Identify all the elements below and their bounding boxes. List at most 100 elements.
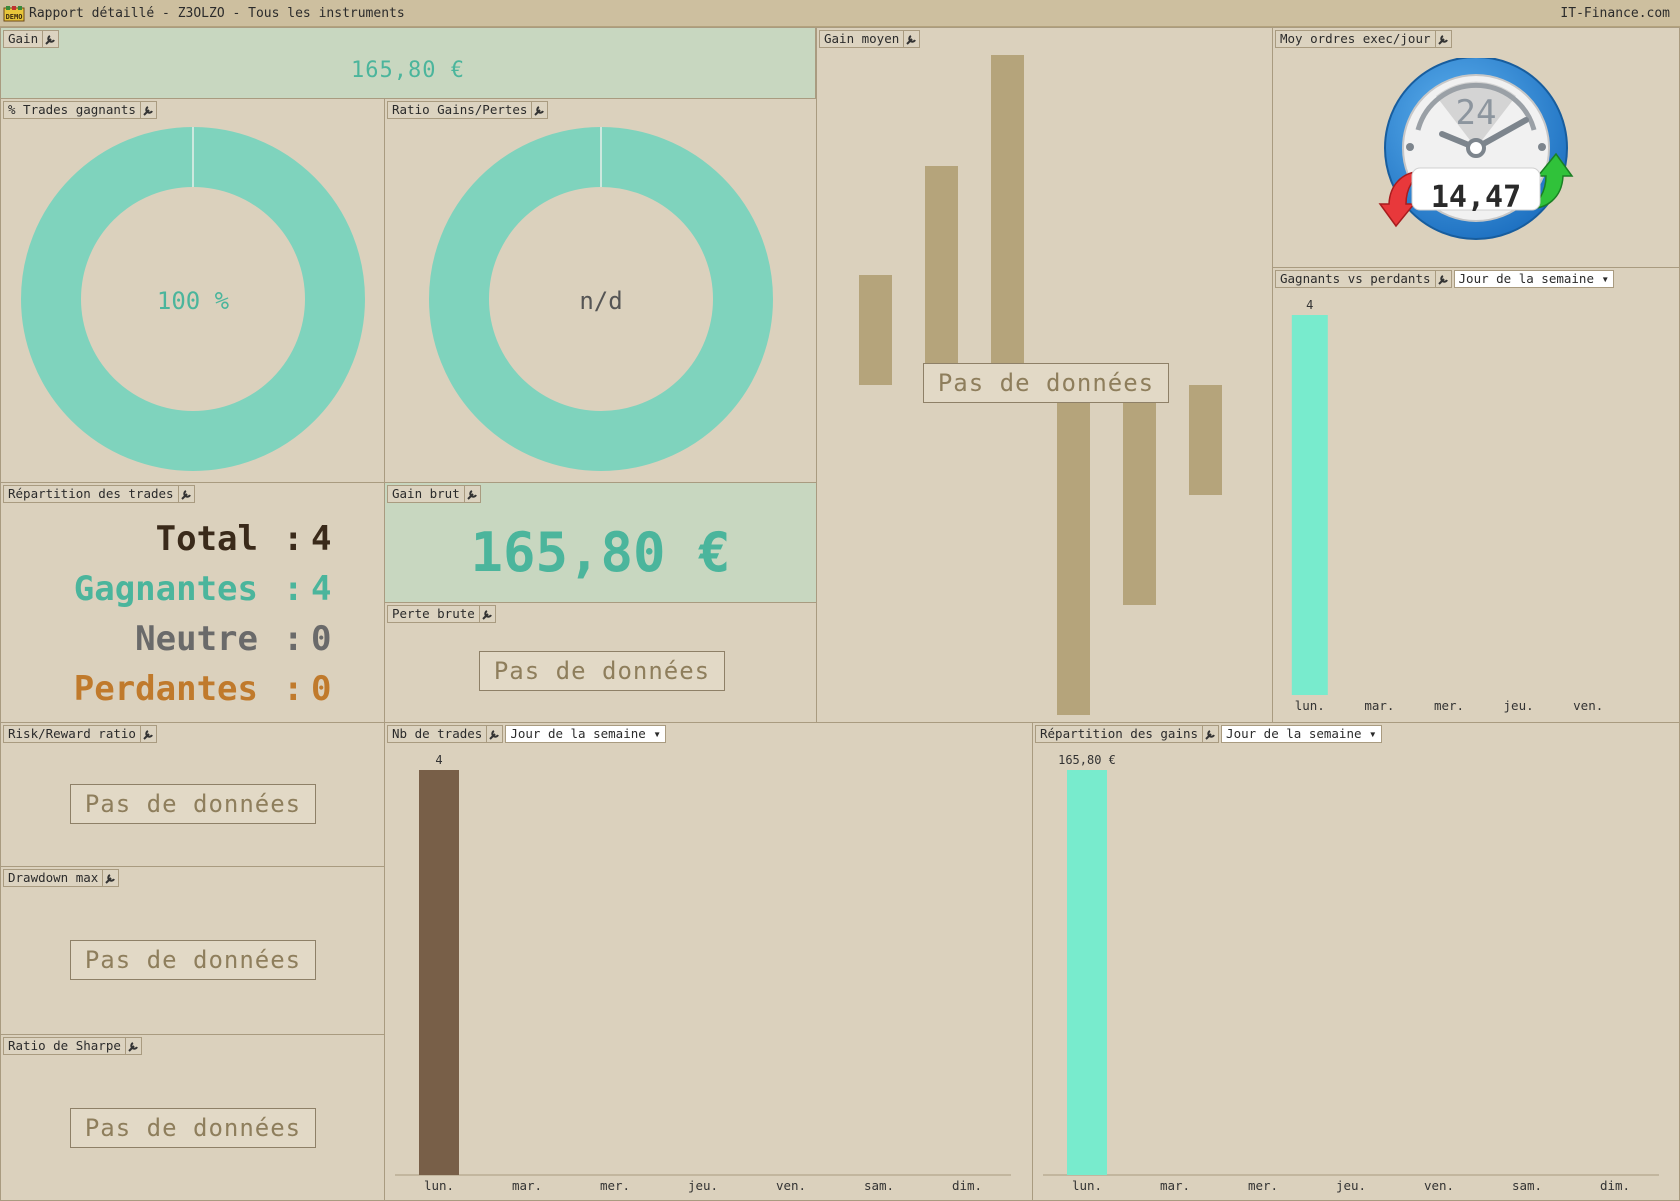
x-tick-label: jeu.: [688, 1178, 718, 1193]
wrench-icon[interactable]: [42, 30, 60, 48]
panel-title: Moy ordres exec/jour: [1275, 30, 1435, 48]
stat-sep: :: [283, 569, 304, 609]
wrench-icon[interactable]: [177, 485, 195, 503]
stat-value: 0: [311, 619, 332, 659]
x-tick-label: mar.: [512, 1178, 542, 1193]
donut-chart: n/d: [429, 127, 773, 471]
x-tick-label: ven.: [1424, 1178, 1454, 1193]
wrench-icon[interactable]: [463, 485, 481, 503]
panel-header: Gain brut: [387, 485, 481, 503]
panel-gagnants-vs-perdants: Gagnants vs perdants Jour de la semaine …: [1272, 267, 1680, 723]
panel-header: % Trades gagnants: [3, 101, 157, 119]
bar: [1067, 770, 1107, 1175]
panel-gain-moyen: Gain moyen Pas de données: [816, 27, 1273, 723]
stat-value: 4: [311, 519, 332, 559]
wrench-icon[interactable]: [531, 101, 549, 119]
placeholder-bar: [991, 55, 1024, 385]
panel-header: Gagnants vs perdants Jour de la semaine …: [1275, 270, 1615, 288]
x-tick-label: sam.: [864, 1178, 894, 1193]
panel-title: Gagnants vs perdants: [1275, 270, 1435, 288]
chevron-down-icon: ▾: [653, 726, 661, 741]
stat-label: Perdantes: [73, 669, 258, 709]
data-label: 4: [435, 753, 442, 767]
panel-title: Gain moyen: [819, 30, 904, 48]
x-tick-label: mer.: [1434, 698, 1464, 713]
panel-header: Drawdown max: [3, 869, 120, 887]
dial-label: 24: [1456, 93, 1497, 133]
stat-label: Neutre: [135, 619, 258, 659]
panel-title: Répartition des trades: [3, 485, 178, 503]
x-tick-label: sam.: [1512, 1178, 1542, 1193]
no-data-label: Pas de données: [923, 363, 1169, 403]
panel-title: Drawdown max: [3, 869, 103, 887]
panel-header: Nb de trades Jour de la semaine ▾: [387, 725, 666, 743]
wrench-icon[interactable]: [1434, 30, 1452, 48]
period-dropdown[interactable]: Jour de la semaine ▾: [1453, 270, 1615, 288]
brand-link[interactable]: IT-Finance.com: [1560, 6, 1670, 21]
stat-value: 4: [311, 569, 332, 609]
x-tick-label: mer.: [600, 1178, 630, 1193]
stat-sep: :: [283, 619, 304, 659]
dropdown-value: Jour de la semaine: [1226, 726, 1362, 741]
panel-repartition-trades: Répartition des trades Total : 4 Gagnant…: [0, 482, 385, 723]
no-data-label: Pas de données: [70, 1108, 316, 1148]
x-tick-label: dim.: [1600, 1178, 1630, 1193]
wrench-icon[interactable]: [139, 725, 157, 743]
wrench-icon[interactable]: [903, 30, 921, 48]
x-tick-label: lun.: [1072, 1178, 1102, 1193]
bar: [1291, 315, 1328, 695]
placeholder-bar: [1057, 385, 1090, 715]
wrench-icon[interactable]: [486, 725, 504, 743]
x-tick-label: dim.: [952, 1178, 982, 1193]
data-label: 4: [1306, 298, 1313, 312]
panel-ratio-gp: Ratio Gains/Pertes n/d: [384, 98, 817, 483]
stat-value: 0: [311, 669, 332, 709]
window-titlebar: DEMO Rapport détaillé - Z3OLZO - Tous le…: [0, 0, 1680, 27]
panel-header: Répartition des trades: [3, 485, 195, 503]
demo-logo-icon: DEMO: [3, 6, 25, 22]
x-tick-label: ven.: [1573, 698, 1603, 713]
bar-chart: 4 lun. mar. mer. jeu. ven.: [1291, 298, 1603, 713]
panel-title: Gain: [3, 30, 43, 48]
panel-gain-brut: Gain brut 165,80 €: [384, 482, 817, 603]
panel-repartition-gains: Répartition des gains Jour de la semaine…: [1032, 722, 1680, 1201]
gain-value: 165,80 €: [351, 58, 465, 83]
panel-header: Perte brute: [387, 605, 496, 623]
wrench-icon[interactable]: [1202, 725, 1220, 743]
panel-header: Répartition des gains Jour de la semaine…: [1035, 725, 1382, 743]
panel-header: Ratio Gains/Pertes: [387, 101, 549, 119]
stat-label: Total: [155, 519, 258, 559]
stat-sep: :: [283, 519, 304, 559]
period-dropdown[interactable]: Jour de la semaine ▾: [1221, 725, 1382, 743]
no-data-label: Pas de données: [479, 651, 725, 691]
bar: [419, 770, 459, 1175]
wrench-icon[interactable]: [1434, 270, 1452, 288]
wrench-icon[interactable]: [139, 101, 157, 119]
orders-value: 14,47: [1430, 180, 1522, 215]
panel-title: Nb de trades: [387, 725, 487, 743]
panel-sharpe: Ratio de Sharpe Pas de données: [0, 1034, 385, 1201]
wrench-icon[interactable]: [124, 1037, 142, 1055]
donut-chart: 100 %: [21, 127, 365, 471]
wrench-icon[interactable]: [478, 605, 496, 623]
placeholder-bar: [1123, 385, 1156, 605]
x-tick-label: mar.: [1160, 1178, 1190, 1193]
panel-header: Moy ordres exec/jour: [1275, 30, 1452, 48]
data-label: 165,80 €: [1058, 753, 1116, 767]
panel-header: Ratio de Sharpe: [3, 1037, 142, 1055]
stat-row-perdantes: Perdantes : 0: [1, 669, 384, 713]
panel-header: Risk/Reward ratio: [3, 725, 157, 743]
stat-row-neutre: Neutre : 0: [1, 619, 384, 663]
dropdown-value: Jour de la semaine: [1458, 271, 1594, 286]
placeholder-bar: [925, 166, 958, 386]
panel-pct-gagnants: % Trades gagnants 100 %: [0, 98, 385, 483]
stat-sep: :: [283, 669, 304, 709]
stat-row-total: Total : 4: [1, 519, 384, 563]
gain-brut-value: 165,80 €: [470, 521, 731, 584]
period-dropdown[interactable]: Jour de la semaine ▾: [505, 725, 666, 743]
bar-chart: 4 lun. mar. mer. jeu. ven. sam. dim.: [395, 753, 1011, 1193]
panel-title: Répartition des gains: [1035, 725, 1203, 743]
window-title: Rapport détaillé - Z3OLZO - Tous les ins…: [29, 6, 405, 21]
chevron-down-icon: ▾: [1601, 271, 1610, 286]
wrench-icon[interactable]: [102, 869, 120, 887]
